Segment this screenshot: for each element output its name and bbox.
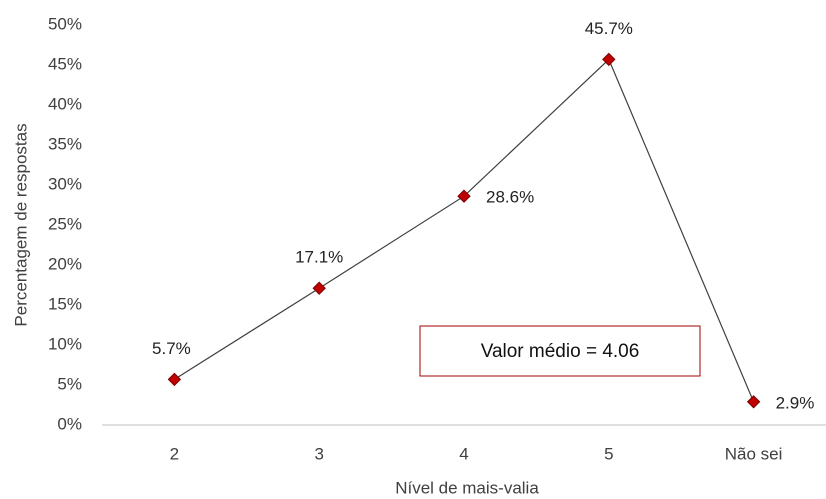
x-tick-label: 3: [314, 444, 323, 463]
marker: [602, 52, 616, 67]
marker: [746, 395, 761, 409]
annotation: Valor médio = 4.06: [481, 341, 640, 362]
data-label: 2.9%: [776, 393, 815, 412]
y-tick-label: 0%: [57, 414, 82, 433]
y-tick-label: 50%: [48, 14, 82, 33]
y-tick-label: 15%: [48, 294, 82, 313]
y-tick-label: 20%: [48, 254, 82, 273]
annotation-box: [419, 325, 701, 377]
x-tick-label: 5: [604, 444, 613, 463]
x-axis-title: Nível de mais-valia: [395, 478, 539, 497]
y-tick-label: 35%: [48, 134, 82, 153]
y-axis-title: Percentagem de respostas: [11, 123, 30, 326]
x-tick-label: 4: [459, 444, 468, 463]
x-tick-label: 2: [170, 444, 179, 463]
x-tick-label: Não sei: [725, 444, 783, 463]
marker: [457, 189, 471, 203]
data-label: 45.7%: [585, 19, 633, 38]
y-tick-label: 30%: [48, 174, 82, 193]
marker: [167, 372, 182, 387]
y-tick-label: 10%: [48, 334, 82, 353]
y-tick-label: 25%: [48, 214, 82, 233]
data-label: 5.7%: [152, 339, 191, 358]
data-label: 17.1%: [295, 248, 343, 267]
y-tick-label: 40%: [48, 94, 82, 113]
y-tick-label: 5%: [57, 374, 82, 393]
data-label: 28.6%: [486, 188, 534, 207]
marker: [312, 281, 326, 295]
y-tick-label: 45%: [48, 54, 82, 73]
